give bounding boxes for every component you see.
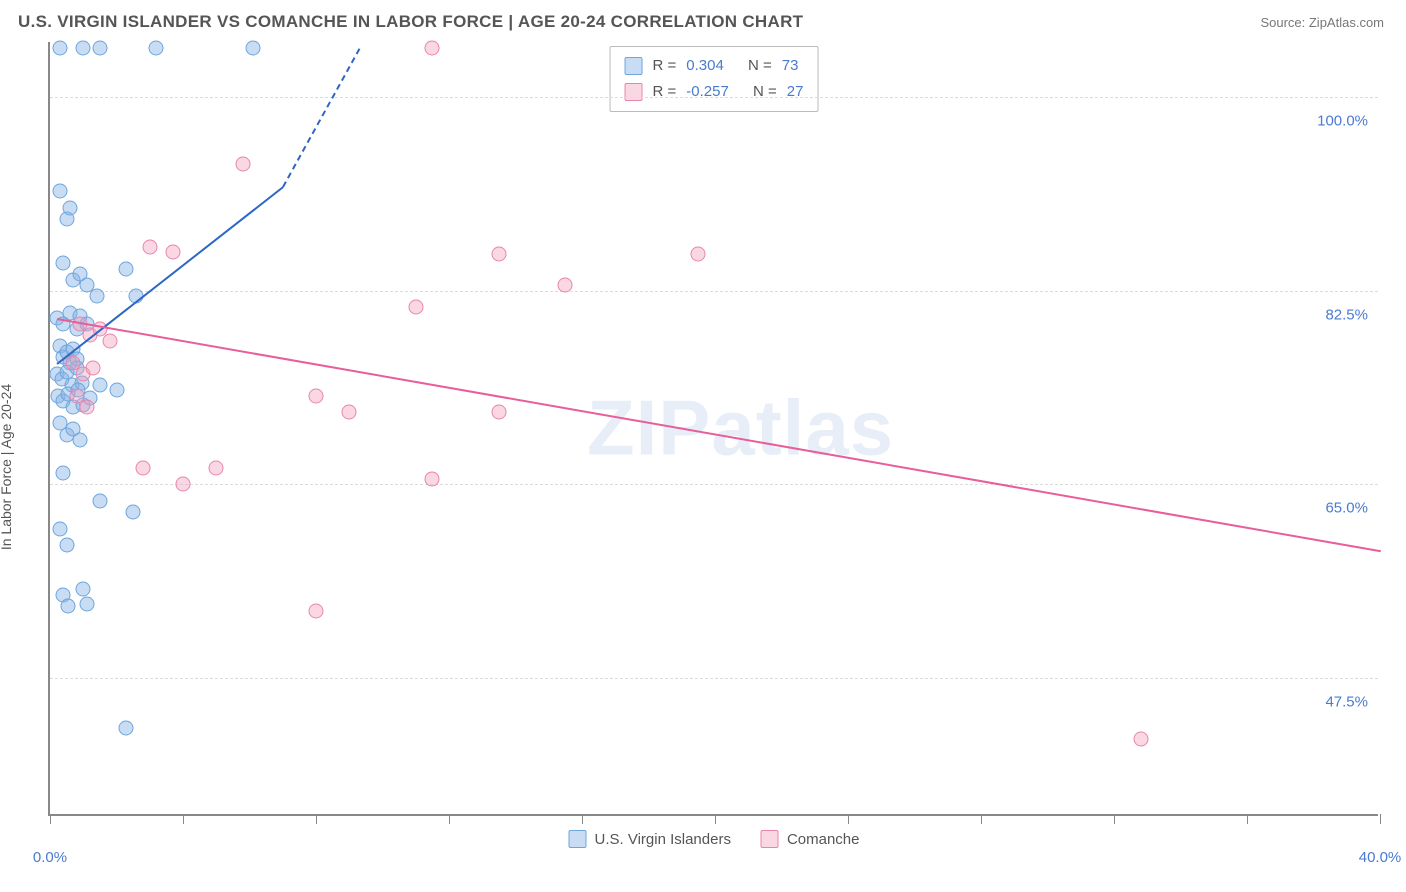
data-point (558, 278, 573, 293)
x-tick (582, 814, 583, 824)
trend-line (282, 48, 360, 187)
y-axis-title: In Labor Force | Age 20-24 (0, 384, 14, 550)
legend-row-series2: R = -0.257 N = 27 (625, 79, 804, 105)
data-point (1133, 731, 1148, 746)
r-label: R = (653, 53, 677, 79)
series1-label: U.S. Virgin Islanders (595, 831, 731, 848)
chart-title: U.S. VIRGIN ISLANDER VS COMANCHE IN LABO… (18, 12, 803, 32)
r-value-series1: 0.304 (686, 53, 724, 79)
data-point (76, 40, 91, 55)
x-tick (981, 814, 982, 824)
n-value-series1: 73 (782, 53, 799, 79)
trend-line (56, 318, 1380, 552)
data-point (62, 200, 77, 215)
data-point (59, 538, 74, 553)
x-tick-label: 0.0% (33, 849, 67, 866)
gridline (50, 678, 1378, 679)
swatch-series1 (569, 830, 587, 848)
data-point (126, 504, 141, 519)
data-point (56, 466, 71, 481)
x-tick (1114, 814, 1115, 824)
y-tick-label: 47.5% (1325, 693, 1368, 710)
data-point (166, 245, 181, 260)
data-point (92, 377, 107, 392)
x-tick (316, 814, 317, 824)
data-point (691, 247, 706, 262)
x-tick-label: 40.0% (1359, 849, 1402, 866)
series2-label: Comanche (787, 831, 860, 848)
data-point (109, 383, 124, 398)
gridline (50, 291, 1378, 292)
r-label: R = (653, 79, 677, 105)
gridline (50, 97, 1378, 98)
data-point (425, 471, 440, 486)
data-point (245, 40, 260, 55)
data-point (72, 433, 87, 448)
data-point (86, 361, 101, 376)
data-point (176, 477, 191, 492)
data-point (342, 405, 357, 420)
swatch-series2 (625, 83, 643, 101)
data-point (142, 239, 157, 254)
data-point (491, 405, 506, 420)
x-tick (183, 814, 184, 824)
data-point (79, 399, 94, 414)
series-legend: U.S. Virgin Islanders Comanche (569, 830, 860, 848)
source-label: Source: ZipAtlas.com (1260, 15, 1384, 30)
y-tick-label: 82.5% (1325, 306, 1368, 323)
data-point (209, 460, 224, 475)
x-tick (715, 814, 716, 824)
data-point (235, 156, 250, 171)
data-point (119, 720, 134, 735)
n-label: N = (753, 79, 777, 105)
n-value-series2: 27 (787, 79, 804, 105)
scatter-plot: ZIPatlas R = 0.304 N = 73 R = -0.257 N =… (48, 42, 1378, 816)
data-point (92, 493, 107, 508)
data-point (52, 521, 67, 536)
data-point (491, 247, 506, 262)
data-point (92, 40, 107, 55)
chart-area: In Labor Force | Age 20-24 ZIPatlas R = … (18, 42, 1388, 892)
data-point (102, 333, 117, 348)
watermark: ZIPatlas (587, 383, 894, 474)
data-point (56, 256, 71, 271)
x-tick (848, 814, 849, 824)
legend-item-series1: U.S. Virgin Islanders (569, 830, 731, 848)
data-point (89, 289, 104, 304)
data-point (52, 184, 67, 199)
legend-item-series2: Comanche (761, 830, 860, 848)
y-tick-label: 100.0% (1317, 113, 1368, 130)
x-tick (1380, 814, 1381, 824)
data-point (149, 40, 164, 55)
x-tick (449, 814, 450, 824)
y-tick-label: 65.0% (1325, 500, 1368, 517)
x-tick (50, 814, 51, 824)
data-point (408, 300, 423, 315)
data-point (61, 598, 76, 613)
data-point (79, 596, 94, 611)
legend-row-series1: R = 0.304 N = 73 (625, 53, 804, 79)
data-point (425, 40, 440, 55)
data-point (76, 582, 91, 597)
swatch-series2 (761, 830, 779, 848)
x-tick (1247, 814, 1248, 824)
r-value-series2: -0.257 (686, 79, 729, 105)
data-point (52, 40, 67, 55)
swatch-series1 (625, 57, 643, 75)
data-point (309, 388, 324, 403)
gridline (50, 484, 1378, 485)
correlation-legend: R = 0.304 N = 73 R = -0.257 N = 27 (610, 46, 819, 112)
data-point (309, 604, 324, 619)
data-point (119, 261, 134, 276)
n-label: N = (748, 53, 772, 79)
data-point (136, 460, 151, 475)
